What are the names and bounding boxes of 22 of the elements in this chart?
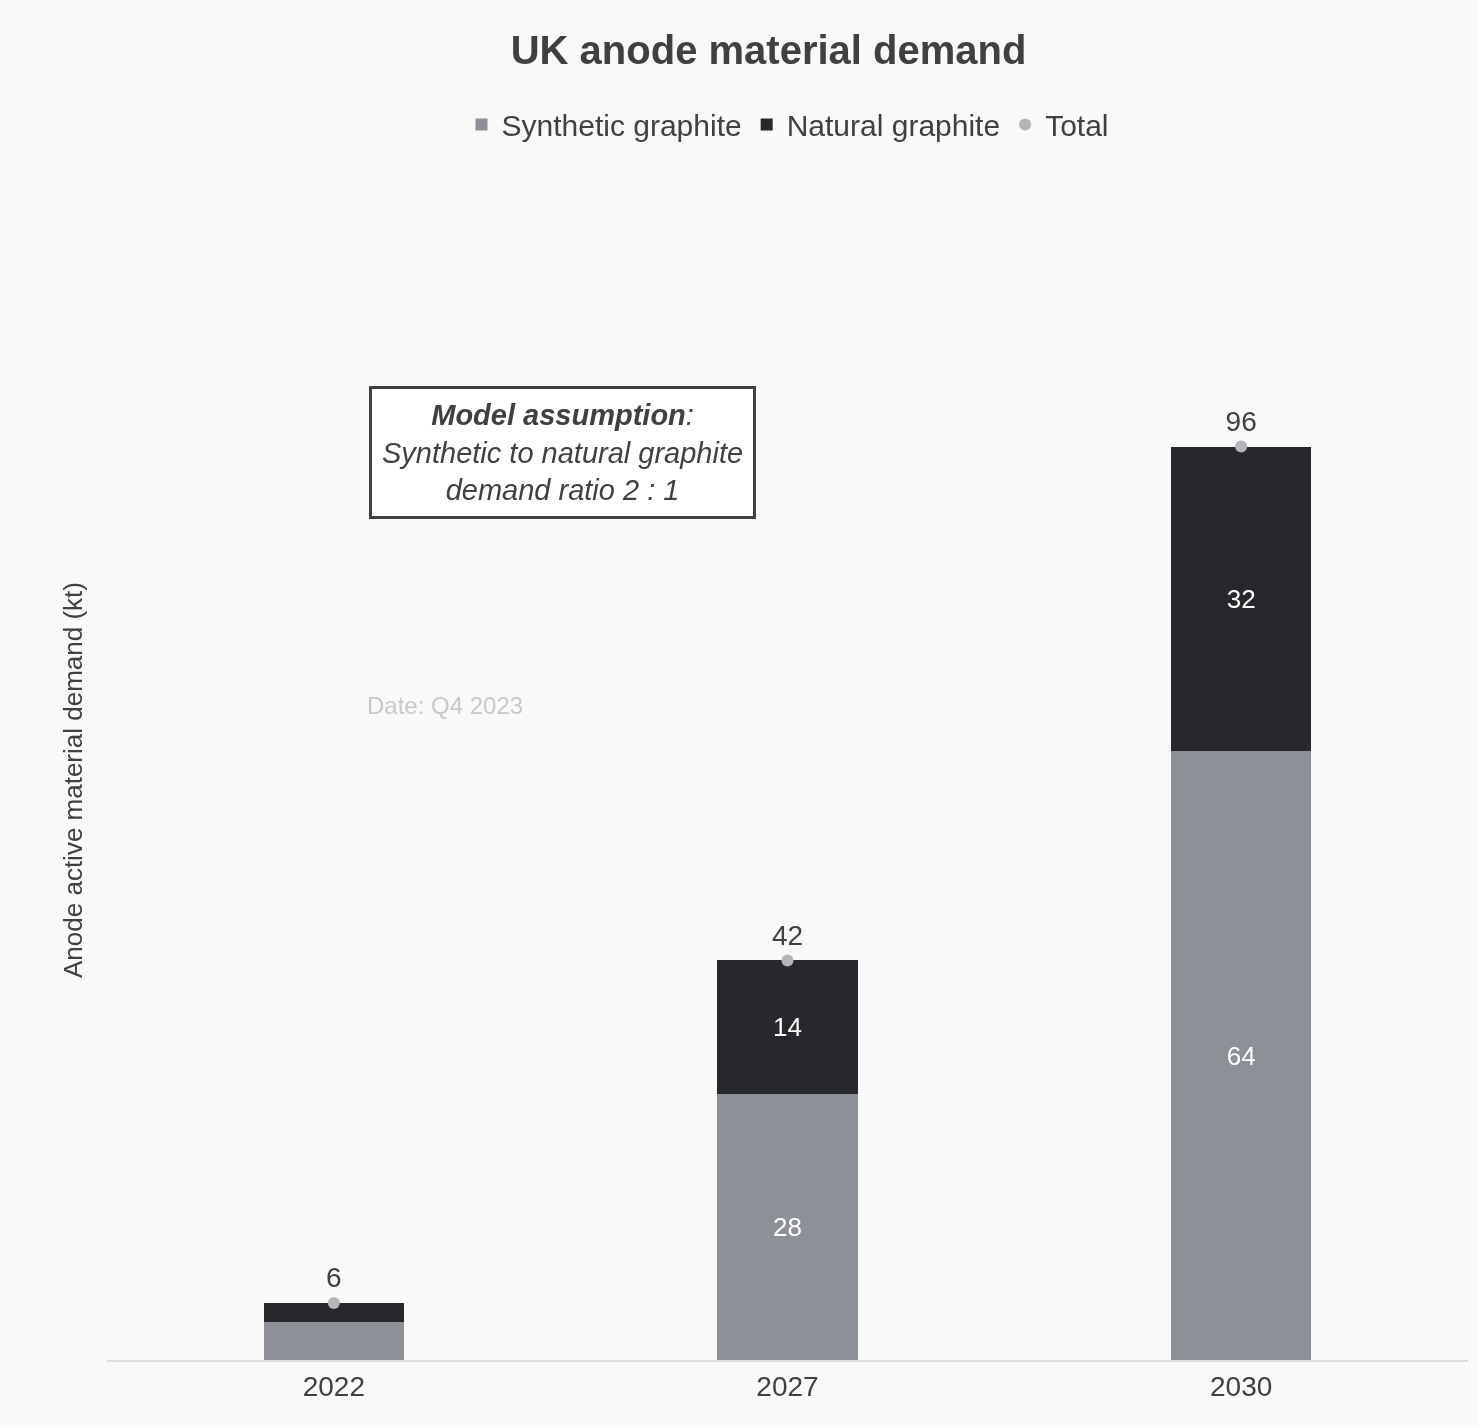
x-tick-label: 2030 <box>1210 1370 1273 1402</box>
bar <box>263 1302 405 1322</box>
x-tick-label: 2022 <box>302 1370 365 1402</box>
bar <box>263 1321 405 1360</box>
data-label: 42 <box>771 919 804 951</box>
data-label: 6 <box>326 1262 342 1294</box>
x-tick-label: 2027 <box>756 1370 819 1402</box>
data-label: 32 <box>1226 583 1256 614</box>
bar <box>717 1093 858 1360</box>
data-label: 64 <box>1226 1040 1256 1071</box>
annotation: Model assumption: Synthetic to natural graphite demand ratio 2 : 1 <box>382 399 744 507</box>
legend-label: Natural graphite <box>786 109 1001 143</box>
data-label: 96 <box>1225 406 1257 438</box>
data-label: 14 <box>773 1011 802 1042</box>
y-axis-title: Anode active material demand (kt) <box>58 582 89 978</box>
text: UK anode material demand <box>510 27 1027 72</box>
legend-label: Synthetic graphite <box>501 109 742 143</box>
bar <box>717 960 858 1094</box>
legend-label: Total <box>1045 109 1109 143</box>
bar <box>1170 751 1312 1360</box>
data-label: 28 <box>773 1211 802 1242</box>
bar <box>1170 446 1312 752</box>
